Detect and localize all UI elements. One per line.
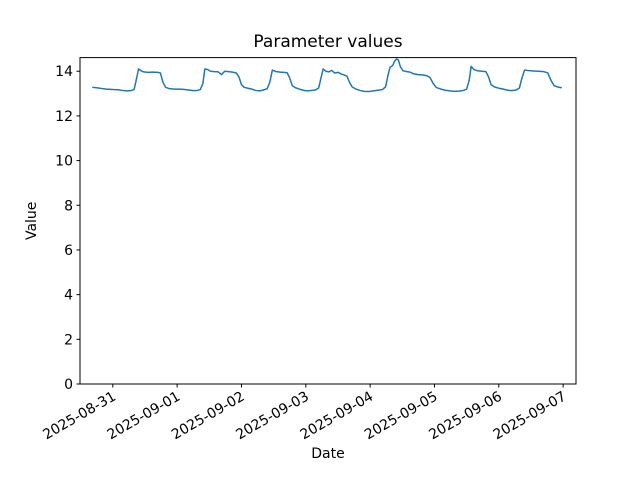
y-tick-label: 4 bbox=[64, 288, 73, 304]
x-axis-label: Date bbox=[311, 446, 344, 462]
y-tick-label: 14 bbox=[55, 64, 73, 80]
plot-area bbox=[80, 57, 576, 384]
data-line bbox=[92, 58, 562, 93]
y-tick-label: 10 bbox=[55, 154, 73, 170]
y-tick-label: 0 bbox=[64, 377, 73, 393]
y-tick-label: 6 bbox=[64, 243, 73, 259]
y-tick-label: 12 bbox=[55, 109, 73, 125]
y-tick-label: 8 bbox=[64, 198, 73, 214]
y-axis-label: Value bbox=[24, 202, 40, 240]
chart-title: Parameter values bbox=[253, 32, 402, 52]
x-tick-label: 2025-09-07 bbox=[491, 389, 569, 444]
y-tick-label: 2 bbox=[64, 332, 73, 348]
plot-frame bbox=[79, 57, 577, 385]
